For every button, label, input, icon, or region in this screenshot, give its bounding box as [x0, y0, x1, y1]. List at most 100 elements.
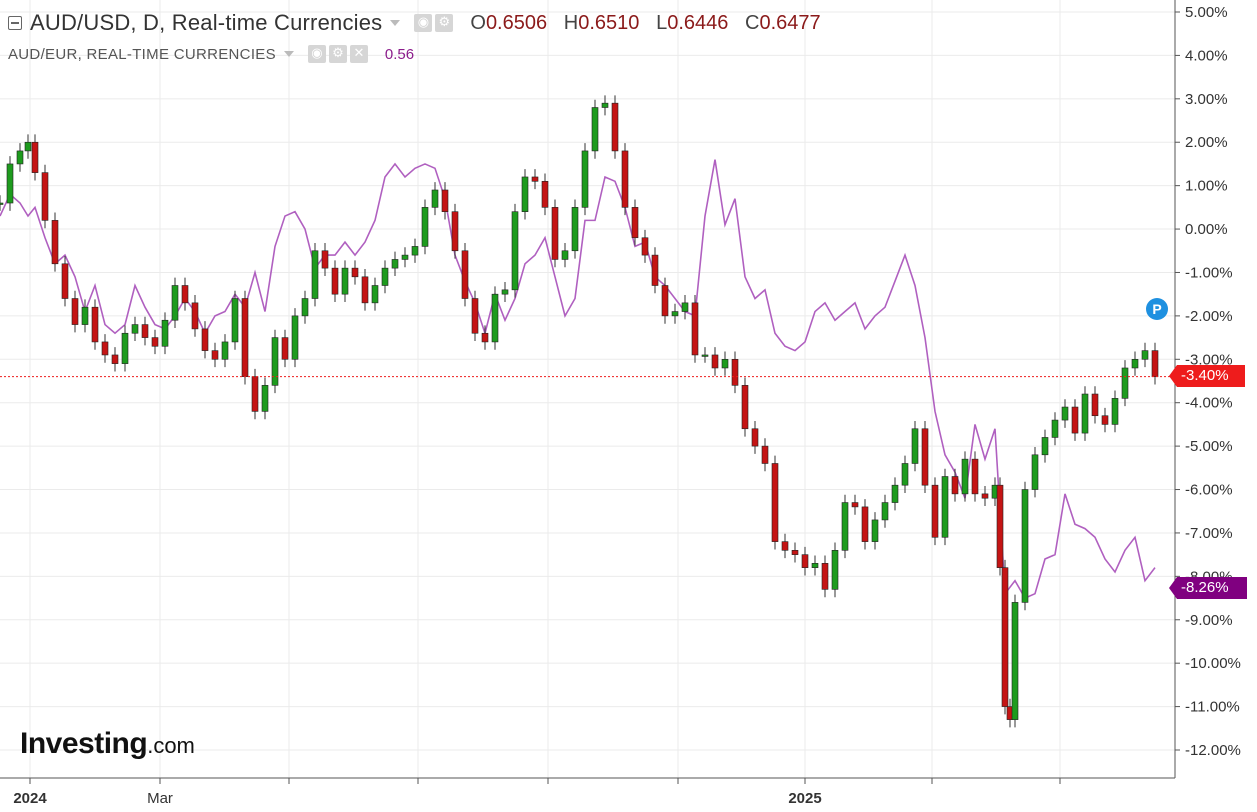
candle-body: [181, 285, 189, 304]
candle-body: [801, 554, 809, 568]
candle-body: [881, 502, 889, 521]
candle-body: [391, 259, 399, 269]
candle-body: [101, 341, 109, 356]
close-icon[interactable]: ✕: [349, 45, 368, 63]
high-value: 0.6510: [578, 11, 640, 34]
candle-body: [996, 484, 1004, 568]
candle-body: [201, 328, 209, 351]
main-series-header: AUD/USD, D, Real-time Currencies ◉ ⚙ O0.…: [8, 8, 821, 38]
candle-body: [91, 306, 99, 343]
candle-body: [1011, 602, 1019, 720]
candle-body: [561, 250, 569, 260]
logo-bold-text: Investing: [20, 727, 148, 760]
candle-body: [411, 246, 419, 256]
candle-body: [321, 250, 329, 269]
y-tick-label: -12.00%: [1185, 742, 1241, 759]
candle-body: [291, 315, 299, 360]
candle-body: [1101, 415, 1109, 425]
candle-body: [1131, 358, 1139, 369]
compare-value: 0.56: [384, 45, 415, 63]
candle-body: [1031, 454, 1039, 490]
candle-body: [141, 324, 149, 338]
y-tick-label: -4.00%: [1185, 395, 1233, 412]
candle-body: [831, 550, 839, 590]
candle-body: [511, 211, 519, 291]
candle-body: [1111, 398, 1119, 425]
y-tick-label: 5.00%: [1185, 4, 1228, 21]
candle-body: [571, 207, 579, 252]
candle-body: [1001, 567, 1009, 707]
y-tick-label: -9.00%: [1185, 612, 1233, 629]
last-value-tag-compare: -8.26%: [1169, 577, 1247, 599]
eye-icon[interactable]: ◉: [307, 45, 326, 63]
collapse-icon[interactable]: [8, 16, 22, 30]
candle-body: [871, 519, 879, 542]
compare-series-header: AUD/EUR, REAL-TIME CURRENCIES ◉ ⚙ ✕ 0.56: [8, 43, 414, 65]
candle-body: [351, 267, 359, 278]
candle-body: [481, 332, 489, 343]
last-value-tag-main: -3.40%: [1169, 365, 1245, 387]
eye-icon[interactable]: ◉: [414, 14, 433, 32]
candle-body: [901, 463, 909, 486]
candle-body: [131, 324, 139, 334]
candle-body: [851, 502, 859, 508]
candle-body: [51, 220, 59, 265]
y-tick-label: 4.00%: [1185, 47, 1228, 64]
open-value: 0.6506: [485, 11, 548, 34]
y-tick-label: -2.00%: [1185, 308, 1233, 325]
y-tick-label: -11.00%: [1185, 699, 1240, 716]
symbol-title[interactable]: AUD/USD, D, Real-time Currencies: [30, 10, 383, 35]
candle-body: [581, 150, 589, 208]
candle-body: [431, 189, 439, 208]
y-tick-label: -7.00%: [1185, 525, 1233, 542]
gear-icon[interactable]: ⚙: [328, 45, 347, 63]
x-tick-label: 2024: [13, 790, 47, 807]
candle-body: [731, 358, 739, 386]
low-value: 0.6446: [667, 11, 729, 34]
candle-body: [811, 563, 819, 568]
candle-body: [361, 276, 369, 304]
candle-body: [1081, 393, 1089, 434]
chevron-down-icon[interactable]: [283, 51, 294, 57]
candle-body: [371, 285, 379, 304]
candle-body: [381, 267, 389, 286]
candle-body: [1121, 367, 1129, 399]
candle-body: [971, 458, 979, 495]
candle-body: [451, 211, 459, 252]
close-label: C: [745, 11, 760, 34]
candle-body: [171, 285, 179, 321]
candle-body: [601, 102, 609, 108]
candle-body: [281, 337, 289, 360]
candle-body: [1091, 393, 1099, 417]
candle-body: [1041, 437, 1049, 456]
candle-body: [161, 319, 169, 347]
candle-body: [931, 484, 939, 538]
candle-body: [981, 493, 989, 499]
candle-body: [681, 302, 689, 312]
candle-body: [81, 306, 89, 325]
gear-icon[interactable]: ⚙: [435, 14, 454, 32]
candle-body: [151, 337, 159, 347]
candle-body: [541, 181, 549, 208]
candle-body: [721, 358, 729, 369]
candle-body: [271, 337, 279, 386]
y-tick-label: 0.00%: [1185, 221, 1228, 238]
candle-body: [301, 298, 309, 317]
candle-body: [611, 102, 619, 152]
y-tick-label: 1.00%: [1185, 178, 1228, 195]
y-tick-label: 3.00%: [1185, 91, 1228, 108]
candle-body: [24, 141, 32, 152]
compare-title[interactable]: AUD/EUR, REAL-TIME CURRENCIES: [8, 45, 276, 63]
close-value: 0.6477: [759, 11, 821, 34]
candle-body: [551, 207, 559, 260]
candle-body: [531, 176, 539, 182]
candle-body: [261, 385, 269, 412]
candle-body: [231, 298, 239, 343]
candle-body: [671, 311, 679, 317]
candle-body: [941, 476, 949, 538]
candle-body: [841, 502, 849, 551]
chevron-down-icon[interactable]: [390, 20, 401, 26]
price-marker-badge[interactable]: P: [1146, 298, 1168, 320]
